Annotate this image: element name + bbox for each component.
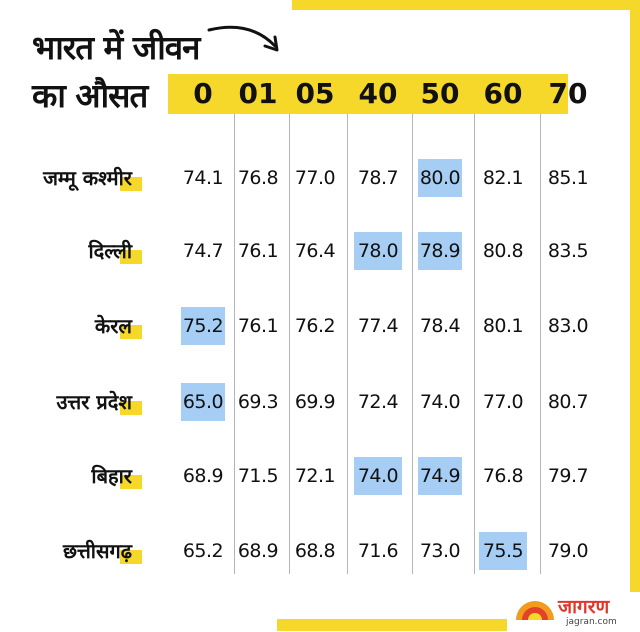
table-cell-highlighted: 65.0	[181, 383, 225, 421]
table-cell: 85.1	[547, 167, 589, 189]
table-cell: 76.2	[294, 315, 336, 337]
table-cell: 71.6	[357, 540, 399, 562]
curved-arrow-icon	[207, 25, 279, 52]
logo-name: जागरण	[558, 596, 610, 618]
table-cell: 65.2	[182, 540, 224, 562]
column-divider	[412, 114, 413, 574]
row-label-text: दिल्ली	[88, 239, 132, 263]
table-cell: 74.7	[182, 240, 224, 262]
row-label: केरल	[94, 309, 142, 343]
table-cell: 80.8	[482, 240, 524, 262]
title-line-1: भारत में जीवन	[32, 28, 200, 67]
title-line-2: का औसत	[32, 76, 148, 115]
table-cell: 77.0	[294, 167, 336, 189]
row-label-text: बिहार	[91, 464, 132, 488]
table-cell-highlighted: 75.5	[479, 532, 527, 570]
table-cell: 71.5	[237, 465, 279, 487]
column-divider	[289, 114, 290, 574]
table-cell-highlighted: 75.2	[181, 307, 225, 345]
table-cell: 76.1	[237, 240, 279, 262]
table-cell: 68.8	[294, 540, 336, 562]
table-cell: 72.1	[294, 465, 336, 487]
table-cell: 74.1	[182, 167, 224, 189]
table-cell: 80.1	[482, 315, 524, 337]
column-divider	[540, 114, 541, 574]
table-cell: 83.5	[547, 240, 589, 262]
column-header: 70	[548, 77, 588, 110]
table-cell: 79.0	[547, 540, 589, 562]
row-label-text: उत्तर प्रदेश	[56, 390, 132, 414]
row-label-text: केरल	[94, 314, 132, 338]
row-label-text: छत्तीसगढ़	[62, 539, 132, 563]
column-header: 0	[193, 77, 213, 110]
table-cell-highlighted: 80.0	[418, 159, 462, 197]
table-cell: 77.0	[482, 391, 524, 413]
table-cell: 80.7	[547, 391, 589, 413]
table-cell: 79.7	[547, 465, 589, 487]
column-header: 50	[420, 77, 460, 110]
table-cell: 78.4	[419, 315, 461, 337]
table-cell: 76.1	[237, 315, 279, 337]
table-cell-highlighted: 78.9	[418, 232, 462, 270]
frame-top-bar	[292, 0, 640, 10]
row-label: दिल्ली	[88, 234, 142, 268]
row-label: छत्तीसगढ़	[62, 534, 142, 568]
table-cell: 83.0	[547, 315, 589, 337]
table-cell: 76.8	[237, 167, 279, 189]
column-header: 40	[358, 77, 398, 110]
jagran-sun-logo-icon	[516, 601, 554, 620]
header-band	[168, 74, 568, 114]
table-cell: 68.9	[237, 540, 279, 562]
column-header: 60	[483, 77, 523, 110]
row-label: उत्तर प्रदेश	[56, 385, 142, 419]
column-divider	[474, 114, 475, 574]
logo-url: jagran.com	[566, 617, 617, 627]
table-cell: 69.9	[294, 391, 336, 413]
row-label-text: जम्मू कश्मीर	[43, 166, 132, 190]
table-cell-highlighted: 74.9	[418, 457, 462, 495]
table-cell-highlighted: 78.0	[354, 232, 402, 270]
table-cell: 78.7	[357, 167, 399, 189]
column-header: 05	[295, 77, 335, 110]
table-cell: 82.1	[482, 167, 524, 189]
table-cell: 69.3	[237, 391, 279, 413]
table-cell: 73.0	[419, 540, 461, 562]
table-cell: 76.4	[294, 240, 336, 262]
column-divider	[234, 114, 235, 574]
row-label: बिहार	[91, 459, 142, 493]
column-divider	[347, 114, 348, 574]
column-header: 01	[238, 77, 278, 110]
table-cell: 72.4	[357, 391, 399, 413]
table-cell: 77.4	[357, 315, 399, 337]
row-label: जम्मू कश्मीर	[43, 161, 142, 195]
frame-right-bar	[630, 0, 640, 592]
frame-bottom-bar	[277, 619, 507, 631]
table-cell-highlighted: 74.0	[354, 457, 402, 495]
table-cell: 68.9	[182, 465, 224, 487]
table-cell: 74.0	[419, 391, 461, 413]
table-cell: 76.8	[482, 465, 524, 487]
